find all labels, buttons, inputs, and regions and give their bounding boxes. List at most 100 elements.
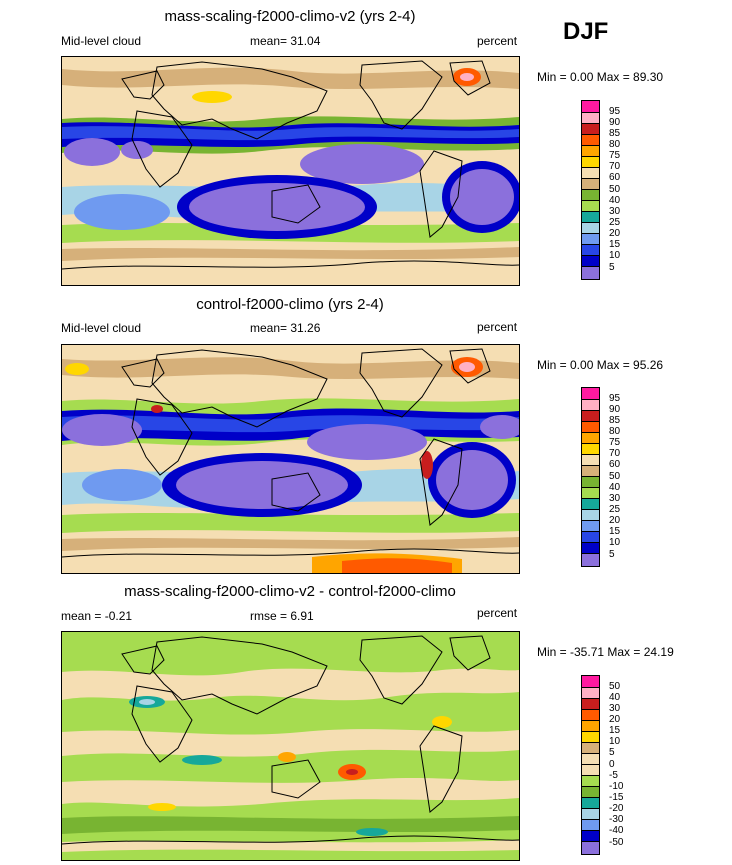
panel2-colorbar-tick: 40 [609,482,621,493]
panel2-colorbar-swatch [582,411,599,422]
panel1-colorbar-tick: 10 [609,250,621,261]
panel1-colorbar-swatch [582,157,599,168]
panel3-colorbar-swatch [582,732,599,743]
panel3-colorbar-tick: -5 [609,770,618,781]
panel2-colorbar-swatch [582,444,599,455]
panel2-colorbar-swatch [582,422,599,433]
panel3-colorbar-swatch [582,809,599,820]
panel1-colorbar-swatch [582,223,599,234]
panel3-colorbar-swatch [582,743,599,754]
panel1-colorbar-tick: 70 [609,161,621,172]
panel3-colorbar-swatch [582,688,599,699]
panel2-colorbar-swatch [582,554,599,566]
panel2-min-max: Min = 0.00 Max = 95.26 [537,358,664,372]
panel1-colorbar-swatch [582,201,599,212]
panel3-colorbar-swatch [582,710,599,721]
panel2-colorbar-swatch [582,388,599,400]
panel1-colorbar-tick: 80 [609,139,621,150]
panel3-colorbar-tick: -15 [609,792,624,803]
panel1-colorbar-swatch [582,146,599,157]
panel3-map-svg [62,632,519,860]
panel2-colorbar-swatch [582,521,599,532]
panel2-colorbar-tick: 15 [609,526,621,537]
panel2-colorbar-tick: 75 [609,437,621,448]
panel3-colorbar-tick: 30 [609,703,621,714]
panel3-colorbar-tick: -10 [609,781,624,792]
panel1-colorbar-swatch [582,190,599,201]
panel2-colorbar-tick: 25 [609,504,621,515]
panel2-colorbar [581,387,600,567]
panel3-map [61,631,520,861]
panel1-colorbar-swatch [582,234,599,245]
panel3-colorbar-tick: 40 [609,692,621,703]
panel2-colorbar-tick: 10 [609,537,621,548]
panel3-colorbar-swatch [582,820,599,831]
panel2-colorbar-swatch [582,532,599,543]
panel3-colorbar-tick: 5 [609,747,615,758]
panel2-colorbar-swatch [582,433,599,444]
panel3-colorbar-swatch [582,765,599,776]
panel1-map-svg [62,57,519,285]
panel2-colorbar-swatch [582,400,599,411]
panel3-colorbar-swatch [582,842,599,854]
panel1-colorbar-tick: 25 [609,217,621,228]
panel3-colorbar [581,675,600,855]
panel2-colorbar-tick: 60 [609,459,621,470]
panel1-min-max: Min = 0.00 Max = 89.30 [537,70,664,84]
panel1-colorbar-swatch [582,101,599,113]
panel3-rmse: rmse = 6.91 [250,609,314,623]
panel2-colorbar-tick: 70 [609,448,621,459]
panel2-colorbar-swatch [582,510,599,521]
panel2-colorbar-swatch [582,466,599,477]
panel3-colorbar-swatch [582,798,599,809]
panel3-colorbar-tick: 10 [609,736,621,747]
panel1-colorbar-swatch [582,245,599,256]
panel3-min-max: Min = -35.71 Max = 24.19 [537,645,674,659]
panel1-colorbar-tick: 40 [609,195,621,206]
panel3-colorbar-swatch [582,831,599,842]
panel2-colorbar-tick: 20 [609,515,621,526]
panel2-colorbar-tick: 5 [609,549,615,560]
panel1-colorbar-tick: 50 [609,184,621,195]
panel3-colorbar-tick: -40 [609,825,624,836]
panel3-colorbar-swatch [582,787,599,798]
panel1-variable-label: Mid-level cloud [61,34,142,48]
panel3-colorbar-tick: 0 [609,759,615,770]
panel1-colorbar-tick: 75 [609,150,621,161]
panel2-map [61,344,520,574]
panel2-colorbar-swatch [582,455,599,466]
panel2-colorbar-swatch [582,488,599,499]
panel1-colorbar-swatch [582,135,599,146]
panel3-colorbar-swatch [582,776,599,787]
panel1-title: mass-scaling-f2000-climo-v2 (yrs 2-4) [164,8,416,25]
panel3-mean: mean = -0.21 [61,609,133,623]
panel1-colorbar-tick: 30 [609,206,621,217]
panel3-colorbar-tick: -50 [609,837,624,848]
panel1-units: percent [477,34,518,48]
panel1-colorbar-swatch [582,212,599,223]
panel3-colorbar-tick: 15 [609,725,621,736]
panel3-colorbar-swatch [582,721,599,732]
panel1-colorbar-tick: 90 [609,117,621,128]
panel2-colorbar-tick: 95 [609,393,621,404]
panel1-colorbar-swatch [582,267,599,279]
panel1-colorbar-swatch [582,256,599,267]
panel2-colorbar-tick: 50 [609,471,621,482]
panel2-map-svg [62,345,519,573]
panel1-map [61,56,520,286]
panel1-colorbar-tick: 15 [609,239,621,250]
panel1-colorbar-tick: 85 [609,128,621,139]
panel3-colorbar-swatch [582,699,599,710]
panel2-title: control-f2000-climo (yrs 2-4) [196,296,384,313]
panel1-colorbar [581,100,600,280]
panel1-colorbar-swatch [582,179,599,190]
panel3-colorbar-tick: 20 [609,714,621,725]
panel3-colorbar-swatch [582,676,599,688]
panel1-colorbar-swatch [582,168,599,179]
panel1-colorbar-tick: 20 [609,228,621,239]
panel1-colorbar-swatch [582,124,599,135]
panel1-colorbar-tick: 5 [609,262,615,273]
panel3-title: mass-scaling-f2000-climo-v2 - control-f2… [124,583,456,600]
panel3-colorbar-tick: -20 [609,803,624,814]
panel2-colorbar-swatch [582,477,599,488]
